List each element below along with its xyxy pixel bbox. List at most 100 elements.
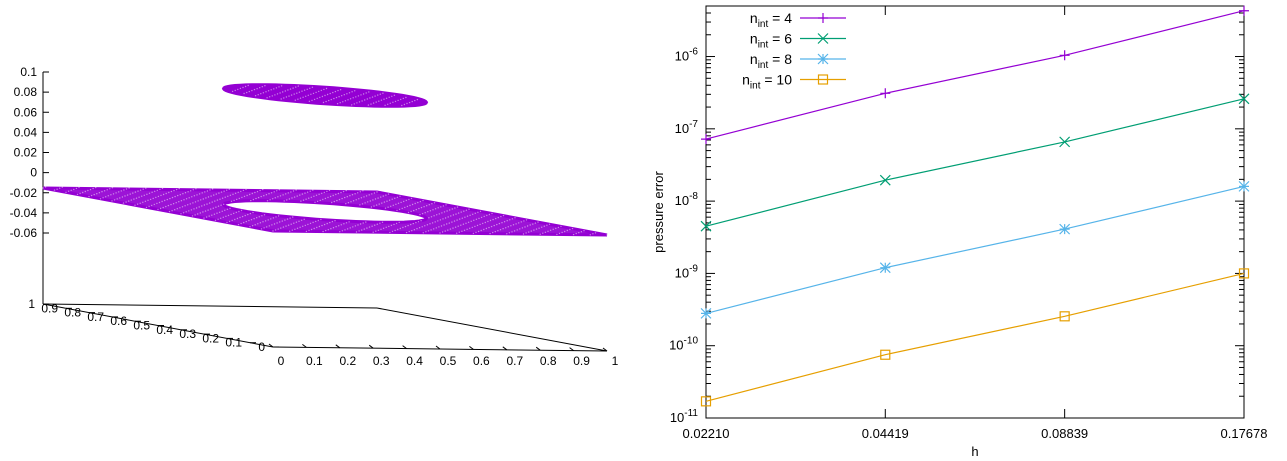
marker-speckle [239, 87, 242, 90]
marker-speckle [405, 199, 407, 202]
marker-speckle [106, 189, 108, 191]
marker-speckle [482, 222, 484, 225]
marker-speckle [534, 222, 537, 224]
marker-speckle [342, 190, 345, 193]
marker-speckle [452, 214, 455, 216]
marker-speckle [171, 196, 174, 199]
marker-speckle [357, 224, 359, 226]
x-tick-label: 0.02210 [683, 426, 730, 441]
marker-speckle [338, 225, 340, 227]
marker-speckle [509, 219, 511, 221]
marker-speckle [236, 217, 239, 220]
marker-speckle [249, 193, 251, 196]
marker-speckle [433, 215, 435, 217]
series-3 [700, 268, 1250, 407]
marker-speckle [580, 231, 583, 233]
marker-speckle [289, 88, 292, 90]
marker-speckle [311, 86, 314, 89]
marker-speckle [143, 194, 145, 196]
marker-speckle [160, 194, 162, 197]
marker-speckle [309, 190, 311, 192]
marker-speckle [53, 189, 56, 191]
marker-speckle [300, 219, 303, 221]
marker-speckle [234, 218, 236, 221]
marker-speckle [172, 203, 175, 205]
marker-speckle [460, 211, 462, 213]
marker-speckle [338, 96, 340, 98]
marker-speckle [197, 200, 199, 202]
marker-speckle [284, 219, 286, 221]
marker-speckle [514, 217, 516, 219]
marker-speckle [448, 222, 450, 224]
x-tick [368, 344, 374, 349]
y-tick-base: 10 [675, 193, 689, 208]
z-tick-label: 0.1 [20, 65, 37, 79]
marker-speckle [364, 202, 366, 204]
y-tick-label: 10-7 [675, 119, 699, 136]
marker-speckle [78, 186, 80, 189]
marker-speckle [310, 93, 312, 96]
marker-speckle [227, 214, 230, 217]
marker-speckle [397, 228, 399, 231]
marker-speckle [88, 195, 90, 198]
marker-speckle [237, 223, 240, 226]
marker-speckle [276, 222, 278, 224]
marker-speckle [136, 203, 139, 205]
marker-speckle [273, 223, 276, 225]
marker-speckle [188, 210, 190, 212]
marker-speckle [252, 198, 255, 201]
x-tick-label: 0.2 [339, 354, 356, 368]
marker-speckle [173, 189, 175, 192]
marker-speckle [262, 92, 265, 94]
marker-speckle [179, 194, 181, 196]
marker-speckle [391, 198, 393, 200]
marker-speckle [389, 231, 391, 234]
series-line [705, 185, 1245, 314]
marker-speckle [452, 227, 454, 229]
marker-speckle [194, 214, 196, 216]
marker-speckle [541, 226, 543, 228]
x-tick-label: 0 [278, 354, 285, 368]
z-tick-label: 0.02 [14, 146, 38, 160]
marker-speckle [347, 202, 350, 204]
series-2 [700, 180, 1250, 319]
marker-speckle [313, 98, 316, 101]
marker-speckle [544, 231, 547, 233]
marker-speckle [306, 191, 309, 193]
marker-speckle [191, 196, 193, 198]
marker-speckle [257, 196, 260, 199]
marker-speckle [174, 195, 176, 198]
marker-speckle [287, 224, 290, 226]
z-tick-label: 0.08 [14, 85, 38, 99]
marker-speckle [355, 199, 357, 201]
marker-speckle [385, 194, 387, 196]
marker-speckle [218, 192, 220, 194]
marker-speckle [147, 199, 149, 201]
marker-speckle [207, 196, 210, 198]
marker-speckle [430, 229, 432, 231]
marker-speckle [411, 100, 413, 103]
marker-speckle [59, 187, 61, 189]
marker-speckle [298, 91, 301, 93]
marker-speckle [176, 208, 178, 210]
marker-speckle [311, 99, 313, 102]
marker-speckle [352, 200, 355, 202]
marker-speckle [410, 210, 412, 213]
marker-speckle [476, 224, 479, 227]
marker-speckle [519, 228, 521, 230]
marker-speckle [421, 226, 423, 228]
marker-speckle [558, 232, 561, 235]
y-tick-label: 0.4 [156, 323, 173, 337]
marker-speckle [84, 190, 87, 193]
marker-speckle [357, 192, 359, 194]
x-tick [268, 343, 274, 348]
marker-speckle [374, 95, 376, 97]
marker-speckle [99, 198, 102, 200]
surface-plot-3d: 0.1 0.08 0.06 0.04 0.02 0 -0.02 -0.04 -0.06 0 0.1 0… [10, 65, 619, 368]
marker-speckle [560, 225, 562, 228]
marker-speckle [251, 225, 254, 227]
marker-speckle [301, 193, 304, 195]
marker-speckle [521, 227, 524, 229]
marker-speckle [161, 187, 164, 190]
